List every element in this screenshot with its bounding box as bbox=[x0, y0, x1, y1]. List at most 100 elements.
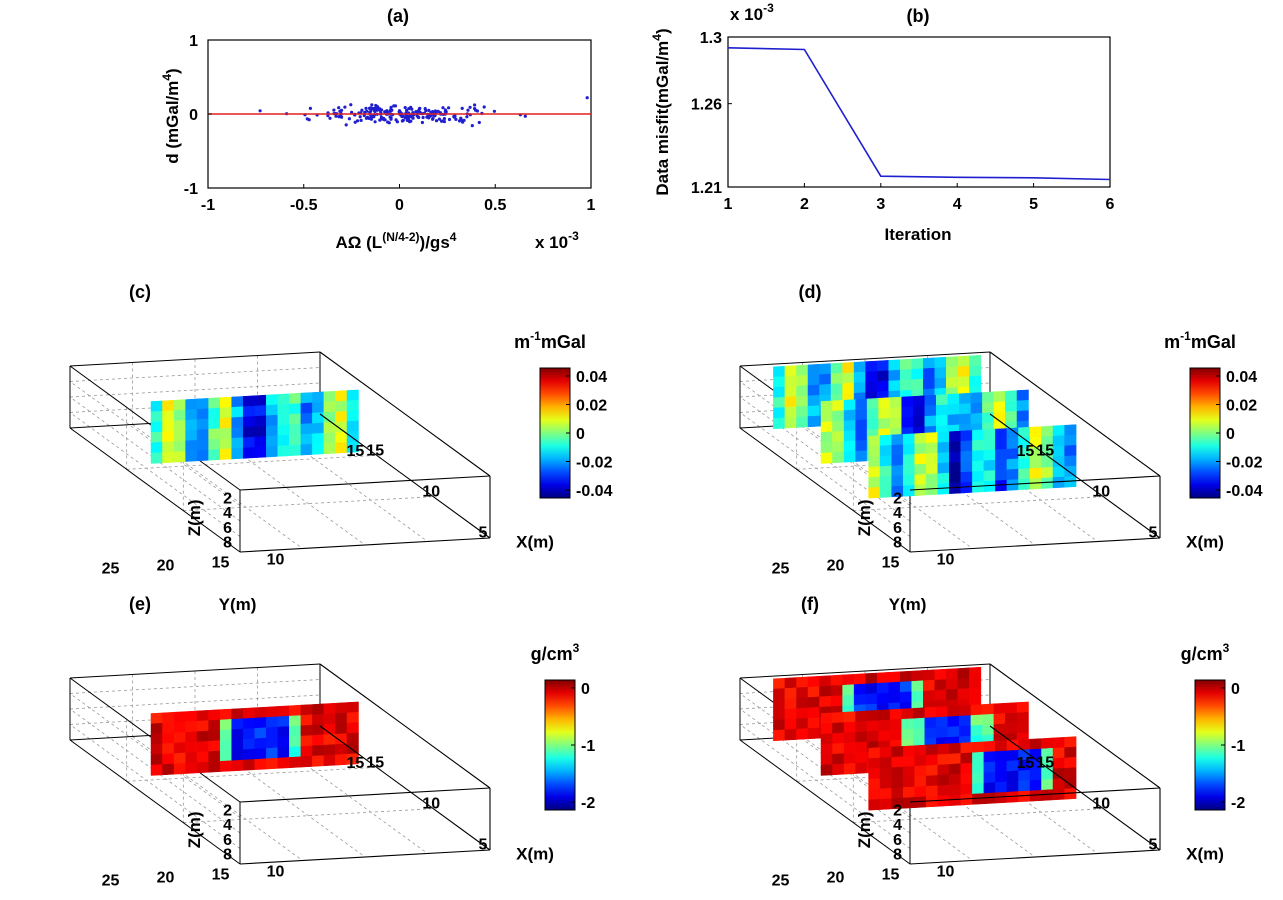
slice-cell bbox=[914, 484, 927, 496]
slice-cell bbox=[993, 390, 1006, 403]
slice-cell bbox=[185, 409, 198, 421]
slice-cell bbox=[1006, 458, 1019, 471]
panel-b-ylabel: Data misfit(mGal/m4) bbox=[650, 28, 672, 195]
slice-cell bbox=[946, 366, 959, 379]
panel-a-y-ticks: -1 0 1 bbox=[184, 33, 212, 198]
x-tick-label: 5 bbox=[479, 524, 488, 541]
slice-cell bbox=[879, 767, 892, 779]
slice-cell bbox=[925, 764, 939, 777]
slice-cell bbox=[185, 440, 198, 452]
slice-cell bbox=[830, 373, 843, 385]
slice-cell bbox=[254, 717, 267, 729]
scatter-point bbox=[334, 114, 338, 118]
grid-line bbox=[927, 417, 1098, 542]
scatter-point bbox=[326, 114, 330, 118]
slice-cell bbox=[866, 720, 879, 732]
slice-cell bbox=[323, 432, 336, 444]
slice-cell bbox=[1041, 466, 1054, 479]
slice-cell bbox=[855, 762, 868, 774]
slice-cell bbox=[162, 742, 175, 755]
scatter-point bbox=[358, 115, 362, 119]
slice-cell bbox=[312, 391, 325, 404]
slice-cell bbox=[1041, 737, 1054, 750]
slice-cell bbox=[208, 719, 221, 732]
x-tick-label: 0.5 bbox=[484, 197, 506, 214]
box-edge bbox=[239, 787, 491, 803]
slice-cell bbox=[796, 707, 809, 720]
colorbar-tick-label: -2 bbox=[581, 795, 595, 812]
slice-cell bbox=[982, 401, 995, 414]
slice-cell bbox=[855, 419, 868, 431]
slice-cell bbox=[242, 748, 255, 761]
slice-cell bbox=[242, 405, 255, 418]
slice-cell bbox=[1052, 425, 1065, 437]
slice-cell bbox=[937, 472, 950, 485]
slice-cell bbox=[889, 708, 902, 721]
scatter-point bbox=[466, 108, 470, 112]
slice-cell bbox=[914, 775, 927, 788]
slice-cell bbox=[346, 399, 359, 412]
slice-cell bbox=[219, 760, 232, 772]
slice-cell bbox=[934, 377, 947, 390]
colorbar bbox=[544, 679, 576, 811]
slice-cell bbox=[796, 686, 809, 699]
slice-cell bbox=[843, 742, 856, 754]
slice-cell bbox=[868, 456, 881, 468]
scatter-point bbox=[369, 109, 373, 113]
box-edge bbox=[909, 787, 1161, 803]
slice-cell bbox=[957, 688, 970, 700]
slice-cell bbox=[796, 697, 809, 709]
x-tick-label: 6 bbox=[1106, 196, 1115, 213]
slice-cell bbox=[879, 445, 892, 457]
slice-cell bbox=[1016, 410, 1029, 422]
slice-cell bbox=[162, 420, 175, 433]
slice-cell bbox=[196, 429, 209, 441]
slice-cell bbox=[807, 374, 820, 386]
slice-cell bbox=[993, 702, 1006, 715]
slice-cell bbox=[231, 739, 244, 751]
slice-cell bbox=[289, 756, 302, 769]
grid-line bbox=[132, 736, 303, 861]
slice-cell bbox=[866, 730, 879, 743]
x-tick-label-far: 15 bbox=[347, 755, 365, 772]
slice-cell bbox=[924, 727, 937, 739]
slice-cell bbox=[934, 367, 947, 379]
slice-cell bbox=[937, 753, 950, 766]
slice-cell bbox=[289, 392, 302, 405]
box-edge bbox=[989, 413, 1161, 539]
z-tick-label: 6 bbox=[893, 520, 902, 537]
slice-cell bbox=[173, 742, 186, 754]
x-tick-label: 10 bbox=[1092, 795, 1110, 812]
slice-cell bbox=[923, 690, 936, 702]
slice-cell bbox=[970, 392, 983, 404]
scatter-point bbox=[389, 108, 393, 112]
box-edge bbox=[989, 663, 1161, 789]
slice-cell bbox=[868, 466, 881, 478]
grid-line bbox=[132, 424, 303, 549]
slice-cell bbox=[208, 761, 221, 773]
slice-cell bbox=[878, 407, 891, 420]
slice-cell bbox=[150, 764, 163, 776]
slice-cell bbox=[266, 404, 279, 416]
slice-cell bbox=[173, 430, 186, 442]
slice-cell bbox=[983, 782, 996, 794]
slice-cell bbox=[1064, 746, 1077, 759]
slice-cell bbox=[323, 401, 336, 413]
slice-cell bbox=[796, 416, 809, 428]
scatter-point bbox=[371, 106, 375, 110]
scatter-point bbox=[371, 114, 375, 118]
slice-cell bbox=[912, 707, 926, 719]
slice-cell bbox=[231, 728, 244, 741]
slice-cell bbox=[982, 391, 995, 404]
scatter-point bbox=[349, 103, 353, 107]
colorbar-tick-label: 0.04 bbox=[576, 369, 607, 386]
slice-cell bbox=[219, 729, 232, 741]
slice-cell bbox=[949, 430, 962, 443]
box-edge bbox=[739, 663, 991, 679]
panel-title: (d) bbox=[799, 282, 822, 302]
panel-title: (f) bbox=[801, 594, 819, 614]
panel-b-y-multiplier: x 10-3 bbox=[730, 1, 774, 24]
slice-cell bbox=[784, 687, 797, 700]
slice-cell bbox=[196, 710, 209, 722]
